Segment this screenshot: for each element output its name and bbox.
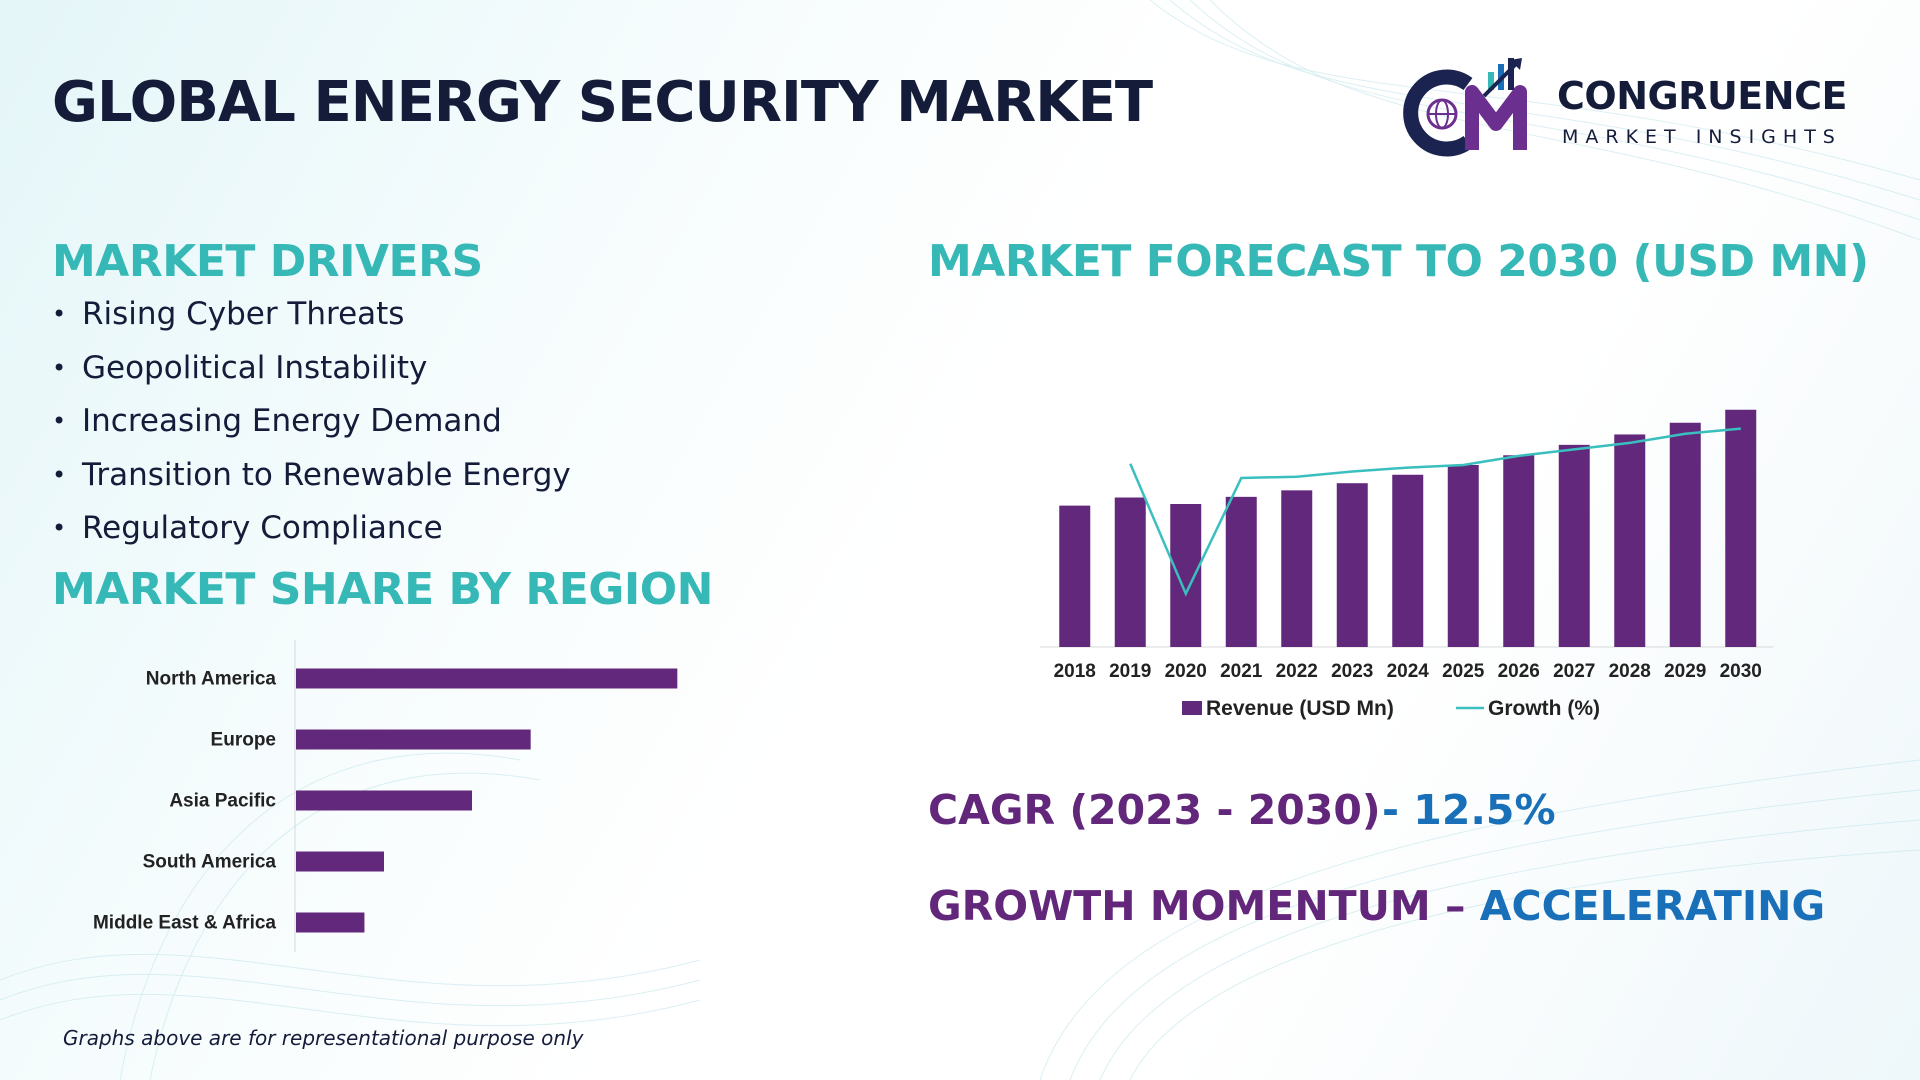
footnote: Graphs above are for representational pu…: [63, 1026, 584, 1050]
revenue-bar: [1614, 434, 1646, 647]
driver-item: Increasing Energy Demand: [52, 399, 571, 453]
revenue-bar: [1281, 490, 1313, 647]
forecast-year-label: 2020: [1165, 661, 1207, 682]
forecast-year-label: 2026: [1498, 661, 1540, 682]
company-logo: CONGRUENCE MARKET INSIGHTS: [1400, 52, 1870, 162]
region-share-bar-chart: North America Europe Asia Pacific South Ame…: [93, 640, 678, 952]
revenue-bar: [1558, 444, 1590, 647]
growth-line: [1129, 427, 1741, 597]
revenue-bar: [1503, 455, 1535, 647]
page-title: GLOBAL ENERGY SECURITY MARKET: [52, 70, 1153, 135]
forecast-year-label: 2023: [1331, 661, 1373, 682]
revenue-bar: [1669, 422, 1701, 647]
revenue-bar: [1114, 497, 1146, 647]
market-drivers-heading: MARKET DRIVERS: [52, 236, 483, 287]
growth-momentum-label: GROWTH MOMENTUM: [928, 882, 1431, 930]
growth-momentum-separator: –: [1430, 882, 1480, 930]
market-drivers-list: Rising Cyber Threats Geopolitical Instab…: [52, 292, 571, 560]
revenue-bar: [1170, 504, 1202, 647]
driver-item: Geopolitical Instability: [52, 346, 571, 400]
region-category-label: Europe: [211, 730, 276, 751]
forecast-year-label: 2018: [1054, 661, 1096, 682]
market-share-region-heading: MARKET SHARE BY REGION: [52, 564, 714, 615]
cagr-label: CAGR (2023 - 2030): [928, 786, 1381, 834]
region-bar: [296, 851, 384, 872]
driver-item: Rising Cyber Threats: [52, 292, 571, 346]
logo-mark-icon: [1403, 58, 1527, 157]
forecast-year-label: 2027: [1553, 661, 1595, 682]
driver-item: Transition to Renewable Energy: [52, 453, 571, 507]
region-bar: [296, 668, 678, 689]
forecast-year-label: 2030: [1720, 661, 1762, 682]
forecast-year-label: 2019: [1109, 661, 1151, 682]
forecast-year-label: 2025: [1442, 661, 1485, 682]
region-bar: [296, 790, 472, 811]
revenue-bar: [1059, 505, 1091, 647]
region-category-label: South America: [143, 852, 277, 873]
logo-main-text: CONGRUENCE: [1557, 74, 1847, 118]
legend-growth-label: Growth (%): [1488, 697, 1600, 720]
revenue-bar: [1336, 483, 1368, 647]
region-category-label: Asia Pacific: [169, 791, 276, 812]
revenue-bar: [1225, 496, 1257, 647]
logo-sub-text: MARKET INSIGHTS: [1562, 126, 1842, 148]
revenue-bar: [1447, 465, 1479, 647]
region-category-label: North America: [146, 669, 277, 690]
driver-item: Regulatory Compliance: [52, 506, 571, 560]
forecast-year-label: 2022: [1276, 661, 1318, 682]
growth-momentum-value: ACCELERATING: [1479, 882, 1826, 930]
legend-revenue-label: Revenue (USD Mn): [1206, 697, 1394, 720]
region-bar: [296, 729, 531, 750]
forecast-year-label: 2028: [1609, 661, 1651, 682]
forecast-year-label: 2021: [1220, 661, 1263, 682]
region-category-label: Middle East & Africa: [93, 913, 276, 934]
forecast-year-label: 2029: [1664, 661, 1706, 682]
market-forecast-heading: MARKET FORECAST TO 2030 (USD MN): [928, 236, 1869, 287]
region-bar: [296, 912, 365, 933]
cagr-value: - 12.5%: [1382, 786, 1556, 834]
legend-revenue-swatch: [1182, 701, 1202, 715]
market-forecast-chart: 2018 2019 2020 2021 2022 2023 2024 2025 2026 2027…: [1040, 409, 1774, 720]
forecast-year-label: 2024: [1387, 661, 1430, 682]
revenue-bar: [1392, 474, 1424, 647]
revenue-bar: [1725, 409, 1757, 647]
growth-momentum: GROWTH MOMENTUM – ACCELERATING: [928, 882, 1825, 930]
